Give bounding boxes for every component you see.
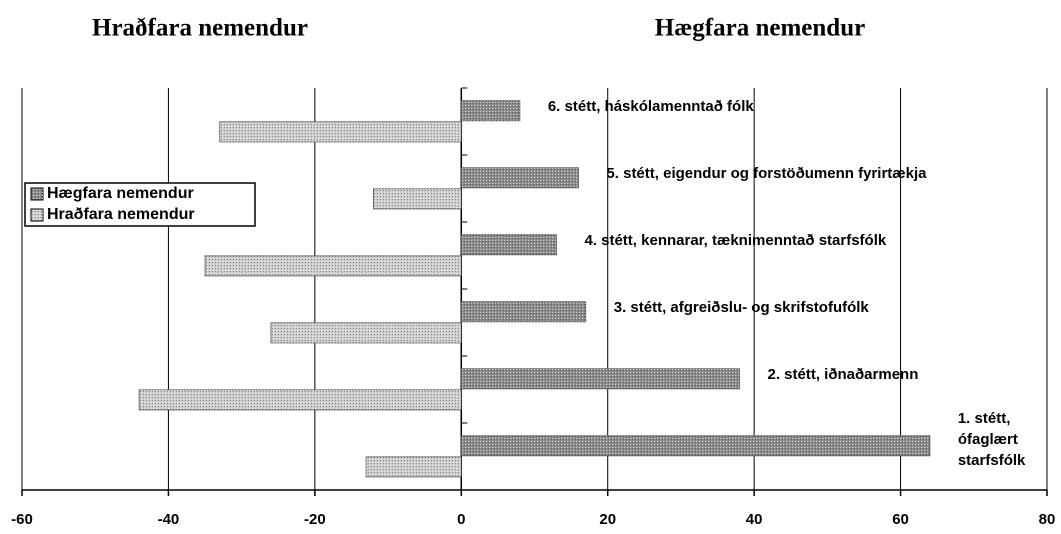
- category-label: 1. stétt, ófaglært starfsfólk: [957, 410, 1026, 470]
- bar-texture: [205, 255, 462, 276]
- x-tick-label: 40: [746, 511, 763, 528]
- bar-group: [460, 100, 521, 122]
- bar-group: [138, 389, 462, 411]
- x-tick-label: 80: [1039, 511, 1056, 528]
- bar-texture: [461, 100, 520, 121]
- x-tick-label: 20: [599, 511, 616, 528]
- bar-texture: [139, 389, 462, 410]
- bar-group: [460, 368, 740, 390]
- category-label: 5. stétt, eigendur og forstöðumenn fyrir…: [606, 165, 927, 183]
- x-tick-label: 60: [892, 511, 909, 528]
- bar-texture: [461, 234, 557, 255]
- legend-swatch-texture: [31, 188, 43, 200]
- bar-group: [460, 435, 931, 457]
- legend-label: Hraðfara nemendur: [47, 206, 195, 223]
- legend: Hægfara nemendur Hraðfara nemendur: [24, 182, 256, 227]
- bar-group: [365, 456, 462, 478]
- category-label: 2. stétt, iðnaðarmenn: [767, 366, 919, 384]
- category-label: 6. stétt, háskólamenntað fólk: [547, 98, 754, 116]
- bar-texture: [461, 167, 579, 188]
- bar-group: [270, 322, 462, 344]
- right-title: Hægfara nemendur: [655, 15, 865, 42]
- category-label: 3. stétt, afgreiðslu- og skrifstofufólk: [613, 299, 869, 317]
- bar-group: [460, 301, 587, 323]
- bar-texture: [461, 301, 586, 322]
- bar-texture: [461, 435, 930, 456]
- bar-texture: [366, 456, 462, 477]
- legend-label: Hægfara nemendur: [47, 185, 194, 202]
- legend-swatch-texture: [31, 209, 43, 221]
- x-tick-label: -20: [304, 511, 326, 528]
- legend-box: [24, 182, 256, 227]
- x-tick-label: -40: [158, 511, 180, 528]
- bar-texture: [270, 322, 462, 343]
- bar-group: [204, 255, 462, 277]
- bar-group: [460, 234, 557, 256]
- bar-group: [219, 121, 462, 143]
- category-label: 4. stétt, kennarar, tæknimenntað starfsf…: [584, 232, 887, 250]
- bar-texture: [373, 188, 462, 209]
- bar-texture: [461, 368, 740, 389]
- bar-texture: [219, 121, 462, 142]
- x-tick-label: -60: [11, 511, 33, 528]
- bar-group: [460, 167, 579, 189]
- bar-group: [373, 188, 462, 210]
- x-tick-label: 0: [457, 511, 465, 528]
- left-title: Hraðfara nemendur: [92, 15, 308, 42]
